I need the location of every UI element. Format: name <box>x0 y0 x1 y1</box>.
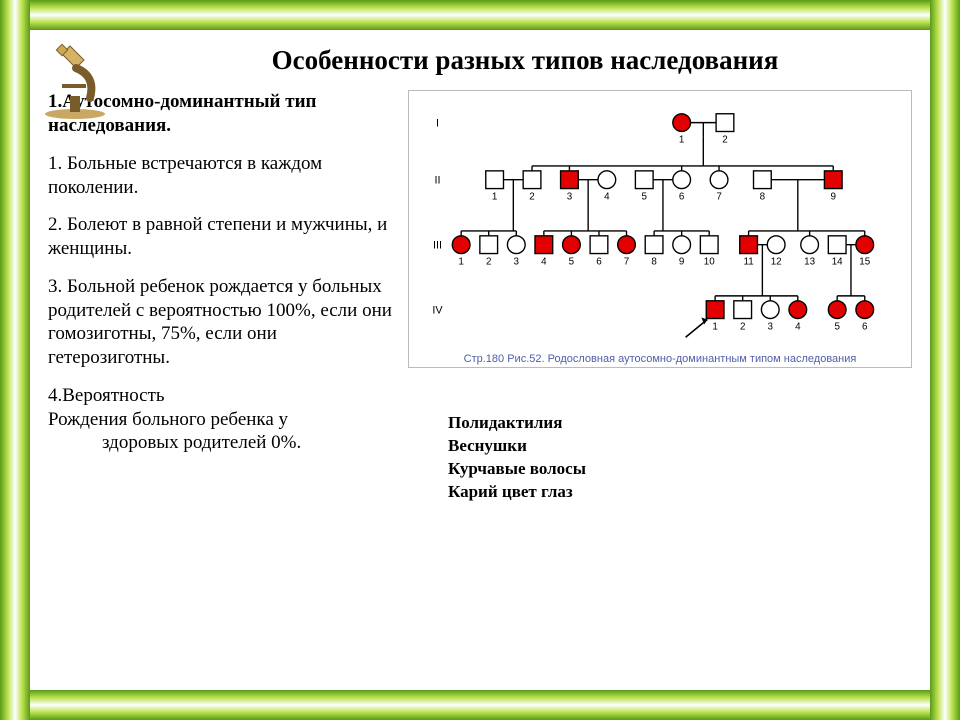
slide-content: Особенности разных типов наследования 1.… <box>30 30 930 690</box>
svg-text:4: 4 <box>604 192 610 203</box>
svg-text:2: 2 <box>529 192 534 203</box>
svg-text:III: III <box>433 240 442 252</box>
svg-text:6: 6 <box>862 322 868 333</box>
example-item: Веснушки <box>448 435 912 458</box>
frame-left <box>0 0 30 720</box>
svg-text:6: 6 <box>596 257 602 268</box>
point-1: 1. Больные встречаются в каждом поколени… <box>48 152 396 200</box>
svg-text:10: 10 <box>704 257 715 268</box>
svg-text:12: 12 <box>771 257 782 268</box>
svg-text:7: 7 <box>624 257 629 268</box>
svg-text:9: 9 <box>679 257 684 268</box>
svg-text:3: 3 <box>768 322 774 333</box>
example-item: Курчавые волосы <box>448 458 912 481</box>
frame-bottom <box>0 690 960 720</box>
text-column: 1.Аутосомно-доминантный тип наследования… <box>48 90 396 504</box>
svg-text:II: II <box>435 175 441 187</box>
svg-text:1: 1 <box>712 322 717 333</box>
point-2: 2. Болеют в равной степени и мужчины, и … <box>48 213 396 261</box>
point-4: 4.Вероятность Рождения больного ребенка … <box>48 384 396 455</box>
svg-text:8: 8 <box>760 192 766 203</box>
svg-text:5: 5 <box>834 322 840 333</box>
svg-text:4: 4 <box>541 257 547 268</box>
svg-text:3: 3 <box>514 257 520 268</box>
frame-top <box>0 0 960 30</box>
svg-text:I: I <box>436 118 439 130</box>
svg-text:3: 3 <box>567 192 573 203</box>
svg-text:14: 14 <box>832 257 843 268</box>
svg-text:15: 15 <box>859 257 870 268</box>
example-item: Карий цвет глаз <box>448 481 912 504</box>
svg-text:IV: IV <box>432 305 443 317</box>
example-item: Полидактилия <box>448 412 912 435</box>
svg-text:5: 5 <box>642 192 648 203</box>
point-3: 3. Больной ребенок рождается у больных р… <box>48 275 396 370</box>
svg-text:5: 5 <box>569 257 575 268</box>
svg-text:1: 1 <box>492 192 497 203</box>
svg-text:1: 1 <box>458 257 463 268</box>
microscope-icon <box>40 36 110 120</box>
point-4-line3: здоровых родителей 0%. <box>48 431 396 455</box>
pedigree-chart: I12II123456789III123456789101112131415IV… <box>408 90 912 368</box>
examples-list: Полидактилия Веснушки Курчавые волосы Ка… <box>448 412 912 504</box>
page-title: Особенности разных типов наследования <box>138 44 912 76</box>
point-4-line2: Рождения больного ребенка у <box>48 409 288 430</box>
svg-text:11: 11 <box>743 257 753 268</box>
frame-right <box>930 0 960 720</box>
svg-text:2: 2 <box>722 135 727 146</box>
svg-text:7: 7 <box>716 192 721 203</box>
svg-text:13: 13 <box>804 257 815 268</box>
svg-text:2: 2 <box>740 322 745 333</box>
figure-column: I12II123456789III123456789101112131415IV… <box>408 90 912 504</box>
svg-text:8: 8 <box>651 257 657 268</box>
figure-caption: Стр.180 Рис.52. Родословная аутосомно-до… <box>413 353 907 365</box>
svg-text:4: 4 <box>795 322 801 333</box>
svg-text:2: 2 <box>486 257 491 268</box>
point-4-line1: 4.Вероятность <box>48 385 165 406</box>
svg-text:6: 6 <box>679 192 685 203</box>
svg-text:9: 9 <box>831 192 836 203</box>
svg-text:1: 1 <box>679 135 684 146</box>
